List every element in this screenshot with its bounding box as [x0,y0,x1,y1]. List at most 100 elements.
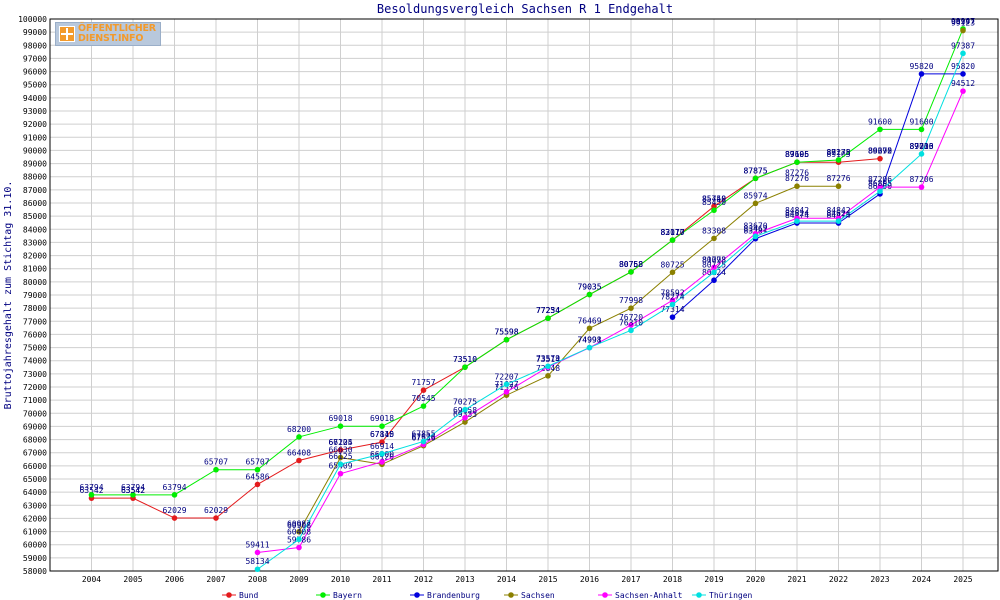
y-tick-label: 100000 [18,15,47,24]
data-point [586,325,593,332]
data-label: 59411 [245,540,269,549]
legend-label: Bund [239,591,258,600]
data-label: 84624 [785,209,809,218]
data-label: 87875 [743,166,767,175]
x-tick-label: 2014 [497,575,516,584]
x-tick-label: 2005 [123,575,142,584]
data-point [213,515,219,521]
x-tick-label: 2009 [289,575,308,584]
data-label: 70545 [411,394,435,403]
data-label: 80758 [619,260,643,269]
y-tick-label: 87000 [23,186,47,195]
x-tick-label: 2008 [248,575,267,584]
x-tick-label: 2024 [912,575,931,584]
data-point [296,434,302,440]
y-tick-label: 64000 [23,488,47,497]
data-label: 85450 [702,198,726,207]
data-point [379,439,385,445]
y-tick-label: 62000 [23,514,47,523]
x-tick-label: 2017 [621,575,640,584]
y-tick-label: 68000 [23,436,47,445]
data-point [88,492,95,498]
data-point [254,481,261,488]
data-label: 91600 [909,117,933,126]
data-label: 83462 [743,224,767,233]
y-tick-label: 96000 [23,68,47,77]
data-label: 65707 [204,458,228,467]
y-tick-label: 86000 [23,199,47,208]
data-label: 63794 [79,483,103,492]
data-point [918,184,925,190]
data-label: 86895 [868,179,892,188]
data-point [171,515,178,521]
data-label: 89105 [785,150,809,159]
x-tick-label: 2025 [953,575,972,584]
data-point [960,71,966,77]
data-point [379,423,385,429]
y-tick-label: 70000 [23,409,47,418]
y-tick-label: 93000 [23,107,47,116]
data-label: 83670 [743,222,767,231]
y-tick-label: 66000 [23,462,47,471]
data-label: 79035 [577,283,601,292]
data-label: 83177 [660,228,684,237]
data-label: 97387 [951,41,975,50]
data-label: 70275 [453,398,477,407]
legend-label: Thüringen [709,591,753,600]
data-label: 99123 [951,19,975,28]
data-point [462,364,468,370]
y-tick-label: 84000 [23,225,47,234]
x-tick-label: 2012 [414,575,433,584]
data-label: 76469 [577,316,601,325]
data-label: 67204 [328,438,352,447]
data-point [586,291,593,298]
data-label: 60908 [287,521,311,530]
y-tick-label: 80000 [23,278,47,287]
data-point [960,27,966,34]
y-tick-label: 77000 [23,317,47,326]
data-point [794,218,800,224]
y-tick-label: 72000 [23,383,47,392]
series-line [257,90,964,553]
data-point [337,461,344,468]
legend-label: Sachsen-Anhalt [615,591,683,600]
y-tick-label: 71000 [23,396,47,405]
data-label: 75598 [494,328,518,337]
data-point [835,183,842,190]
data-point [711,264,717,271]
data-point [296,457,302,464]
data-label: 87206 [868,175,892,184]
x-tick-label: 2007 [206,575,225,584]
data-label: 80725 [660,260,684,269]
data-label: 87276 [826,174,850,183]
data-label: 62029 [204,506,228,515]
data-point [130,492,136,498]
data-label: 77314 [660,305,684,314]
data-label: 87178 [826,148,850,157]
data-label: 83308 [702,226,726,235]
legend-label: Brandenburg [427,591,480,600]
data-point [669,297,676,304]
data-label: 67145 [370,430,394,439]
data-point [752,233,759,240]
data-point [337,447,344,453]
data-label: 58134 [245,557,269,566]
y-tick-label: 58000 [23,567,47,576]
y-tick-label: 90000 [23,146,47,155]
x-tick-label: 2023 [870,575,889,584]
data-point [296,544,302,551]
data-label: 66630 [328,446,352,455]
data-point [711,235,717,242]
data-point [711,269,717,276]
series-line [672,73,963,318]
data-point [918,151,925,157]
data-label: 73510 [453,355,477,364]
series-line [257,53,964,570]
x-tick-label: 2022 [829,575,848,584]
data-label: 84624 [826,209,850,218]
data-point [420,438,427,445]
x-tick-label: 2004 [82,575,101,584]
data-label: 87276 [785,174,809,183]
data-label: 91600 [868,117,892,126]
series-line [91,28,964,496]
